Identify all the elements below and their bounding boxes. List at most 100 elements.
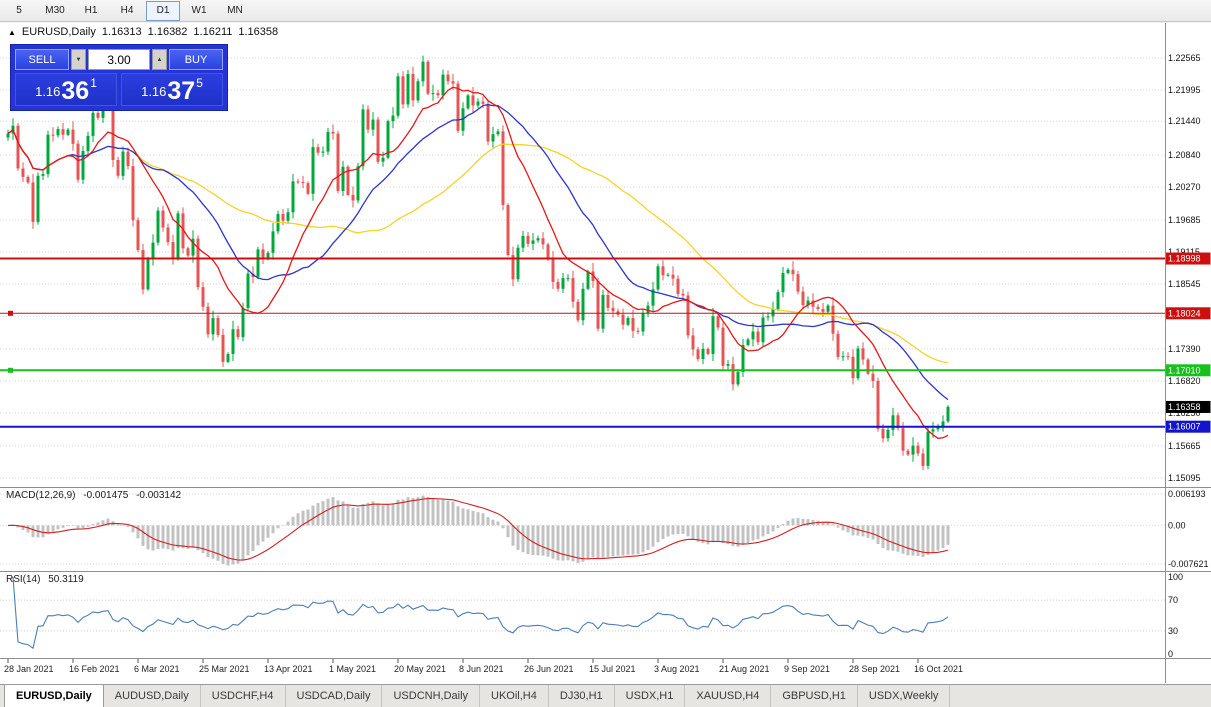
ohlc-low: 1.16211 xyxy=(193,26,233,38)
tab-label: XAUUSD,H4 xyxy=(696,690,760,702)
rsi-line xyxy=(12,576,949,650)
svg-text:9 Sep 2021: 9 Sep 2021 xyxy=(784,664,830,674)
one-click-prices-row: 1.16 36 1 1.16 37 5 xyxy=(15,73,223,106)
svg-text:30: 30 xyxy=(1168,626,1178,636)
macd-value: -0.001475 xyxy=(83,490,129,501)
rsi-indicator-label: RSI(14) 50.3119 xyxy=(6,574,89,585)
tab-label: USDX,H1 xyxy=(625,690,674,702)
ohlc-open: 1.16313 xyxy=(101,26,142,38)
svg-text:1.17390: 1.17390 xyxy=(1168,344,1201,354)
svg-text:1.15665: 1.15665 xyxy=(1168,441,1201,451)
timeframe-d1[interactable]: D1 xyxy=(146,0,180,21)
svg-text:1.16250: 1.16250 xyxy=(1168,408,1201,418)
ma-26-line xyxy=(7,104,949,401)
chart-tab-usdx-h1[interactable]: USDX,H1 xyxy=(615,685,686,707)
timeframe-h1[interactable]: H1 xyxy=(84,5,98,16)
moving-averages xyxy=(7,86,949,439)
bid-price[interactable]: 1.16 36 1 xyxy=(15,73,117,106)
ask-price-head: 1.16 xyxy=(141,84,167,99)
candles-layer xyxy=(6,55,950,471)
tab-label: USDCNH,Daily xyxy=(393,690,469,702)
panel-separators xyxy=(0,23,1211,683)
rsi-name: RSI(14) xyxy=(6,574,41,585)
timeframe-m5[interactable]: 5 xyxy=(16,5,22,16)
svg-text:1.17010: 1.17010 xyxy=(1168,365,1201,375)
svg-text:1.18545: 1.18545 xyxy=(1168,279,1201,289)
svg-text:1.21440: 1.21440 xyxy=(1168,116,1201,126)
chart-tab-usdx-weekly[interactable]: USDX,Weekly xyxy=(858,685,951,707)
price-levels: 1.18998 1.18024 1.17010 1.16007 1.16358 xyxy=(0,252,1211,433)
svg-text:13 Apr 2021: 13 Apr 2021 xyxy=(264,664,313,674)
svg-text:1.20840: 1.20840 xyxy=(1168,150,1201,160)
macd-name: MACD(12,26,9) xyxy=(6,490,76,501)
tab-label: USDCAD,Daily xyxy=(296,690,371,702)
level-handle[interactable] xyxy=(8,367,13,373)
chart-tab-usdcnh-daily[interactable]: USDCNH,Daily xyxy=(382,685,481,707)
svg-text:8 Jun 2021: 8 Jun 2021 xyxy=(459,664,504,674)
volume-decrease-button[interactable]: ▼ xyxy=(71,49,86,70)
ask-price-pips: 37 xyxy=(167,76,196,105)
svg-text:1.16820: 1.16820 xyxy=(1168,376,1201,386)
price-level-label xyxy=(1165,364,1211,377)
chart-tab-xauusd-h4[interactable]: XAUUSD,H4 xyxy=(685,685,772,707)
chart-tab-gbpusd-h1[interactable]: GBPUSD,H1 xyxy=(771,685,858,707)
svg-text:0: 0 xyxy=(1168,649,1173,659)
svg-text:26 Jun 2021: 26 Jun 2021 xyxy=(524,664,574,674)
ohlc-high: 1.16382 xyxy=(147,26,188,38)
chart-tab-usdcad-daily[interactable]: USDCAD,Daily xyxy=(286,685,383,707)
chart-tab-usdchf-h4[interactable]: USDCHF,H4 xyxy=(201,685,286,707)
bid-price-pipette: 1 xyxy=(90,76,97,90)
svg-text:1 May 2021: 1 May 2021 xyxy=(329,664,376,674)
timeframe-m30[interactable]: M30 xyxy=(45,5,65,16)
svg-text:16 Feb 2021: 16 Feb 2021 xyxy=(69,664,120,674)
timeframe-w1[interactable]: W1 xyxy=(191,5,207,16)
svg-text:0.006193: 0.006193 xyxy=(1168,489,1206,499)
price-gridlines xyxy=(0,57,1165,479)
ohlc-close: 1.16358 xyxy=(238,26,279,38)
chart-tab-dj30-h1[interactable]: DJ30,H1 xyxy=(549,685,615,707)
price-level-label xyxy=(1165,420,1211,433)
level-handle[interactable] xyxy=(8,310,13,316)
svg-text:1.18024: 1.18024 xyxy=(1168,308,1201,318)
svg-text:3 Aug 2021: 3 Aug 2021 xyxy=(654,664,700,674)
chart-tab-ukoil-h4[interactable]: UKOil,H4 xyxy=(480,685,549,707)
timeframe-h4[interactable]: H4 xyxy=(120,5,134,16)
chart-tabs-bar: EURUSD,Daily AUDUSD,Daily USDCHF,H4 USDC… xyxy=(0,684,1211,707)
buy-button[interactable]: BUY xyxy=(169,49,223,70)
macd-signal-value: -0.003142 xyxy=(136,490,182,501)
svg-text:1.15095: 1.15095 xyxy=(1168,473,1201,483)
volume-input[interactable]: 3.00 xyxy=(88,49,150,70)
rsi-value: 50.3119 xyxy=(48,574,84,585)
chart-symbol-label: EURUSD,Daily xyxy=(21,26,96,38)
timeframe-mn[interactable]: MN xyxy=(227,5,243,16)
rsi-gridlines: 100 70 30 0 xyxy=(0,572,1183,659)
svg-text:1.19685: 1.19685 xyxy=(1168,215,1201,225)
svg-text:-0.007621: -0.007621 xyxy=(1168,559,1209,569)
collapse-one-click-icon[interactable]: ▲ xyxy=(8,27,16,37)
one-click-trading-panel: SELL ▼ 3.00 ▲ BUY 1.16 36 1 1.16 37 5 xyxy=(10,44,228,111)
svg-text:1.18998: 1.18998 xyxy=(1168,254,1201,264)
chart-tab-audusd-daily[interactable]: AUDUSD,Daily xyxy=(104,685,201,707)
timeframe-toolbar: 5 M30 H1 H4 D1 W1 MN xyxy=(0,0,1211,22)
volume-increase-button[interactable]: ▲ xyxy=(152,49,167,70)
tab-label: USDCHF,H4 xyxy=(211,690,274,702)
chart-canvas[interactable]: 1.22565 1.21995 1.21440 1.20840 1.20270 1.196… xyxy=(0,23,1211,684)
bid-price-pips: 36 xyxy=(61,76,90,105)
chart-tab-eurusd-daily[interactable]: EURUSD,Daily xyxy=(4,685,104,707)
svg-text:25 Mar 2021: 25 Mar 2021 xyxy=(199,664,250,674)
macd-indicator-label: MACD(12,26,9) -0.001475 -0.003142 xyxy=(6,490,186,501)
price-axis-labels: 1.22565 1.21995 1.21440 1.20840 1.20270 1.196… xyxy=(1168,53,1201,483)
triangle-down-icon: ▼ xyxy=(75,56,82,63)
svg-text:1.16358: 1.16358 xyxy=(1168,402,1201,412)
svg-text:6 Mar 2021: 6 Mar 2021 xyxy=(134,664,180,674)
one-click-controls-row: SELL ▼ 3.00 ▲ BUY xyxy=(15,49,223,70)
tab-label: AUDUSD,Daily xyxy=(114,690,189,702)
svg-text:1.19115: 1.19115 xyxy=(1168,247,1200,257)
sell-button[interactable]: SELL xyxy=(15,49,69,70)
ask-price[interactable]: 1.16 37 5 xyxy=(121,73,223,106)
svg-text:16 Oct 2021: 16 Oct 2021 xyxy=(914,664,963,674)
date-axis[interactable]: 28 Jan 2021 16 Feb 2021 6 Mar 2021 25 Mar 2… xyxy=(4,659,963,674)
svg-text:0.00: 0.00 xyxy=(1168,520,1186,530)
last-price-label xyxy=(1165,400,1211,413)
ma-13-line xyxy=(7,86,949,439)
